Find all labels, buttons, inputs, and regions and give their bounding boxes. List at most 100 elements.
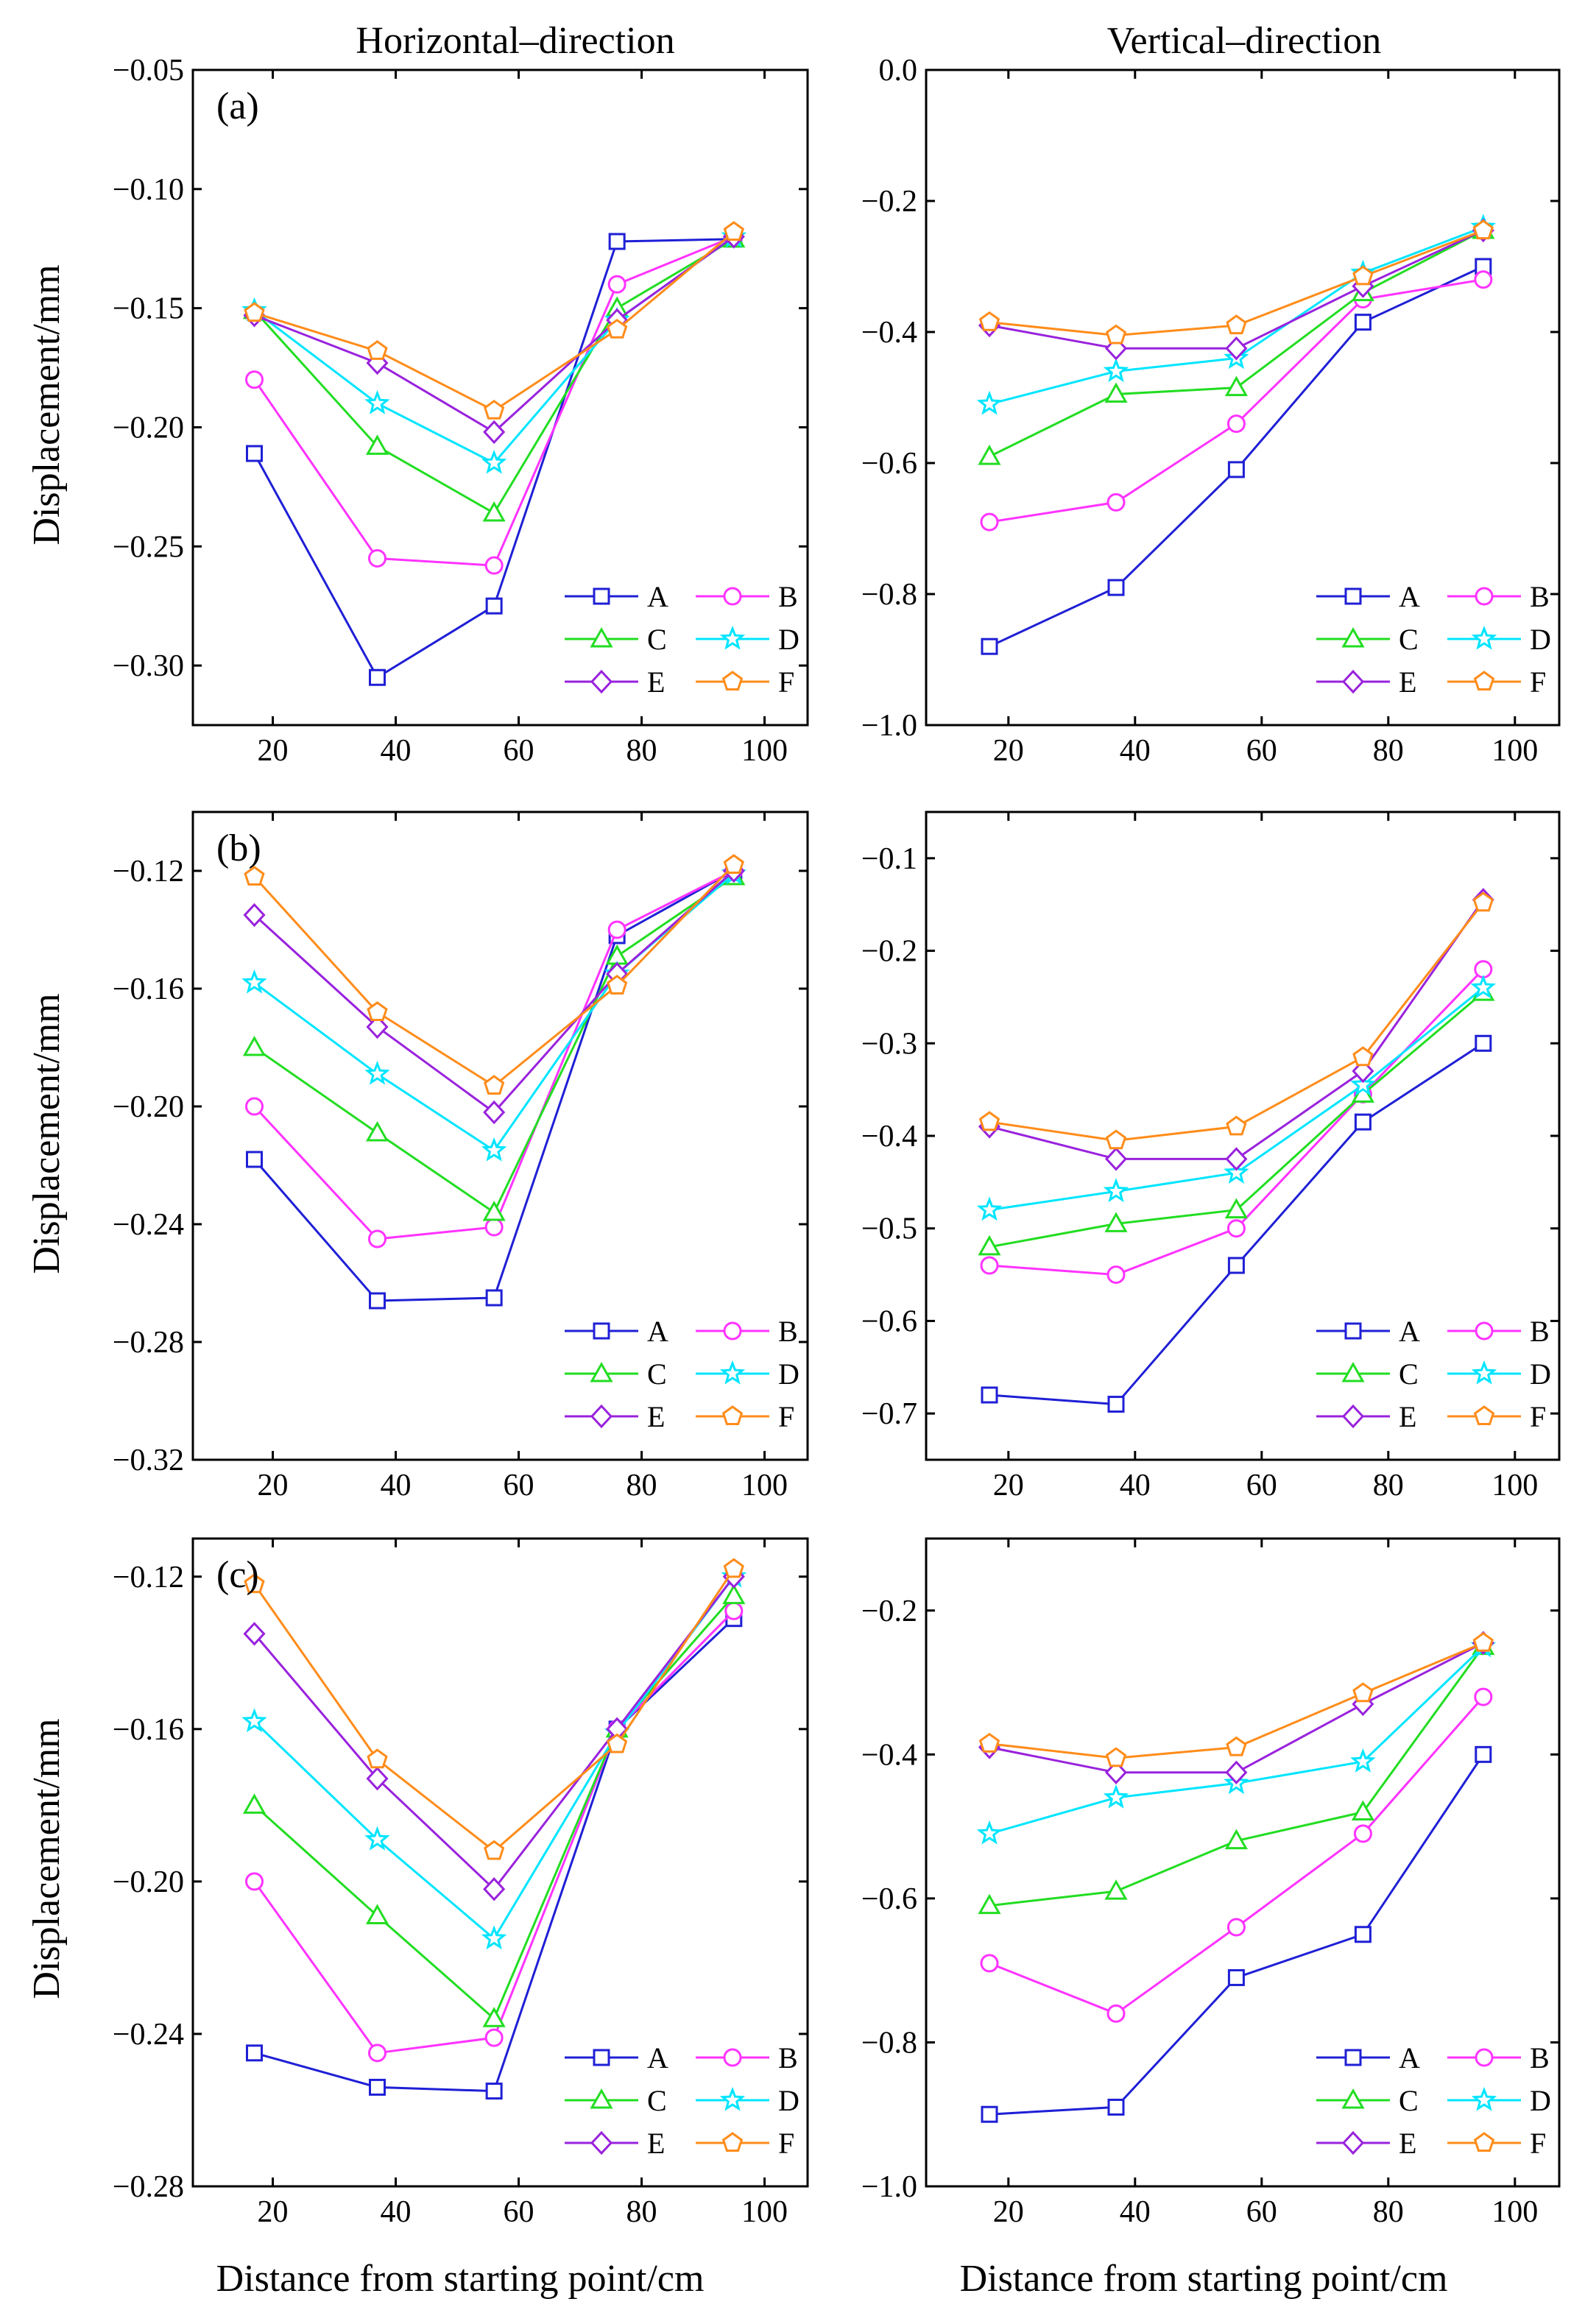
data-point-b	[980, 1954, 999, 1973]
data-point-f	[244, 302, 265, 322]
legend-item-f: F	[696, 1400, 794, 1433]
legend-marker-e	[1341, 2130, 1365, 2155]
data-point-b	[1226, 1918, 1246, 1937]
legend-marker-c	[590, 1361, 613, 1382]
data-point-d	[1103, 1178, 1129, 1203]
data-point-b	[368, 548, 386, 568]
x-tick-label: 40	[1120, 734, 1151, 768]
data-point-a	[1227, 1257, 1245, 1274]
legend-item-b: B	[696, 1315, 798, 1348]
data-point-f	[1472, 1631, 1494, 1652]
legend-item-c: C	[565, 2084, 667, 2117]
data-point-d	[481, 1925, 507, 1950]
data-point-b	[245, 1872, 264, 1891]
data-point-e	[366, 1766, 389, 1791]
data-point-d	[364, 1826, 390, 1851]
legend-item-e: E	[565, 2127, 665, 2160]
x-tick-label: 80	[1373, 2195, 1404, 2229]
data-point-e	[1225, 1147, 1248, 1171]
data-point-e	[483, 1100, 506, 1125]
series-a	[981, 1745, 1492, 2123]
legend-item-b: B	[696, 580, 798, 613]
data-point-f	[1105, 1129, 1127, 1150]
data-point-a	[1475, 1034, 1492, 1052]
data-point-c	[978, 445, 1001, 465]
x-tick-label: 60	[1246, 1469, 1277, 1502]
x-tick-label: 20	[258, 734, 289, 768]
y-tick-label: −0.20	[113, 1865, 184, 1899]
legend-marker-a	[593, 1322, 610, 1340]
legend-label: E	[1399, 665, 1416, 699]
data-point-f	[607, 1733, 628, 1753]
chart-panel-a-horizontal: 20 40 60 80 100 −0.05 −0.10 −0.15 −0.20 −0.25 −0.3…	[113, 54, 809, 768]
legend-label: A	[1399, 1315, 1420, 1348]
data-point-a	[981, 637, 998, 655]
legend-label: D	[778, 1357, 799, 1391]
data-point-c	[482, 1200, 506, 1221]
data-point-c	[1224, 1829, 1248, 1850]
legend-marker-c	[590, 2088, 613, 2109]
data-point-b	[607, 275, 626, 294]
y-axis-label-row-c: Displacement/mm	[26, 1718, 68, 1999]
legend-marker-f	[721, 671, 744, 691]
y-tick-label: −0.12	[113, 855, 184, 889]
x-tick-label: 100	[741, 2195, 788, 2229]
panel-label: (c)	[216, 1554, 259, 1596]
series-a	[981, 1034, 1492, 1413]
data-point-f	[484, 1840, 505, 1860]
legend-label: F	[778, 1400, 794, 1433]
data-point-d	[1350, 1071, 1376, 1096]
data-point-b	[484, 2028, 504, 2047]
data-point-a	[1107, 2098, 1125, 2116]
y-tick-label: −0.4	[861, 316, 917, 350]
legend-item-f: F	[1447, 1400, 1546, 1433]
x-tick-label: 60	[1246, 734, 1277, 768]
legend-item-c: C	[565, 1357, 667, 1391]
data-point-a	[1354, 314, 1372, 331]
y-tick-label: −0.3	[861, 1027, 917, 1061]
data-point-c	[1224, 1198, 1248, 1219]
y-tick-label: −0.16	[113, 1713, 184, 1747]
data-point-d	[1103, 1784, 1129, 1809]
data-point-d	[1224, 1159, 1249, 1184]
legend-item-f: F	[1447, 665, 1546, 699]
data-point-a	[608, 233, 626, 250]
plot-frame	[191, 68, 809, 727]
legend-marker-d	[1471, 625, 1497, 650]
chart-panel-a-vertical: 20 40 60 80 100 0.0 −0.2 −0.4 −0.6 −0.8 −1.0 A B C D E F	[861, 54, 1561, 768]
data-point-f	[978, 1732, 1000, 1753]
legend-label: B	[778, 580, 798, 613]
x-tick-label: 60	[504, 1469, 534, 1502]
legend-label: A	[1399, 580, 1420, 613]
legend-marker-c	[1341, 1361, 1365, 1382]
data-point-c	[1104, 1212, 1128, 1232]
data-point-b	[1106, 1265, 1126, 1285]
panels: 20 40 60 80 100 −0.05 −0.10 −0.15 −0.20 −0.25 −0.3…	[113, 54, 1561, 2229]
legend-item-e: E	[1316, 2127, 1416, 2160]
data-point-b	[1474, 1687, 1493, 1706]
data-point-f	[244, 1573, 265, 1594]
legend: A B C D E F	[1316, 1315, 1551, 1433]
legend-item-c: C	[565, 623, 667, 656]
data-point-f	[723, 1558, 744, 1578]
data-point-a	[369, 1292, 386, 1310]
legend-marker-e	[590, 669, 613, 694]
series-f	[244, 221, 744, 420]
legend-item-e: E	[565, 665, 665, 699]
data-point-d	[241, 1708, 267, 1733]
data-point-d	[481, 1137, 507, 1162]
series-f	[978, 1631, 1494, 1767]
data-point-a	[1354, 1113, 1372, 1131]
series-f	[978, 219, 1494, 345]
column-title-vertical: Vertical–direction	[1107, 20, 1382, 62]
legend-label: F	[1530, 665, 1546, 699]
y-tick-label: −0.24	[113, 1208, 184, 1242]
legend-item-d: D	[1447, 623, 1551, 656]
y-tick-label: −0.20	[113, 1090, 184, 1124]
y-tick-label: −0.2	[861, 935, 917, 969]
x-tick-label: 20	[258, 2195, 289, 2229]
data-point-f	[244, 866, 265, 886]
legend-label: E	[647, 2127, 665, 2160]
series-e	[243, 1564, 745, 1901]
data-point-c	[365, 1904, 389, 1924]
